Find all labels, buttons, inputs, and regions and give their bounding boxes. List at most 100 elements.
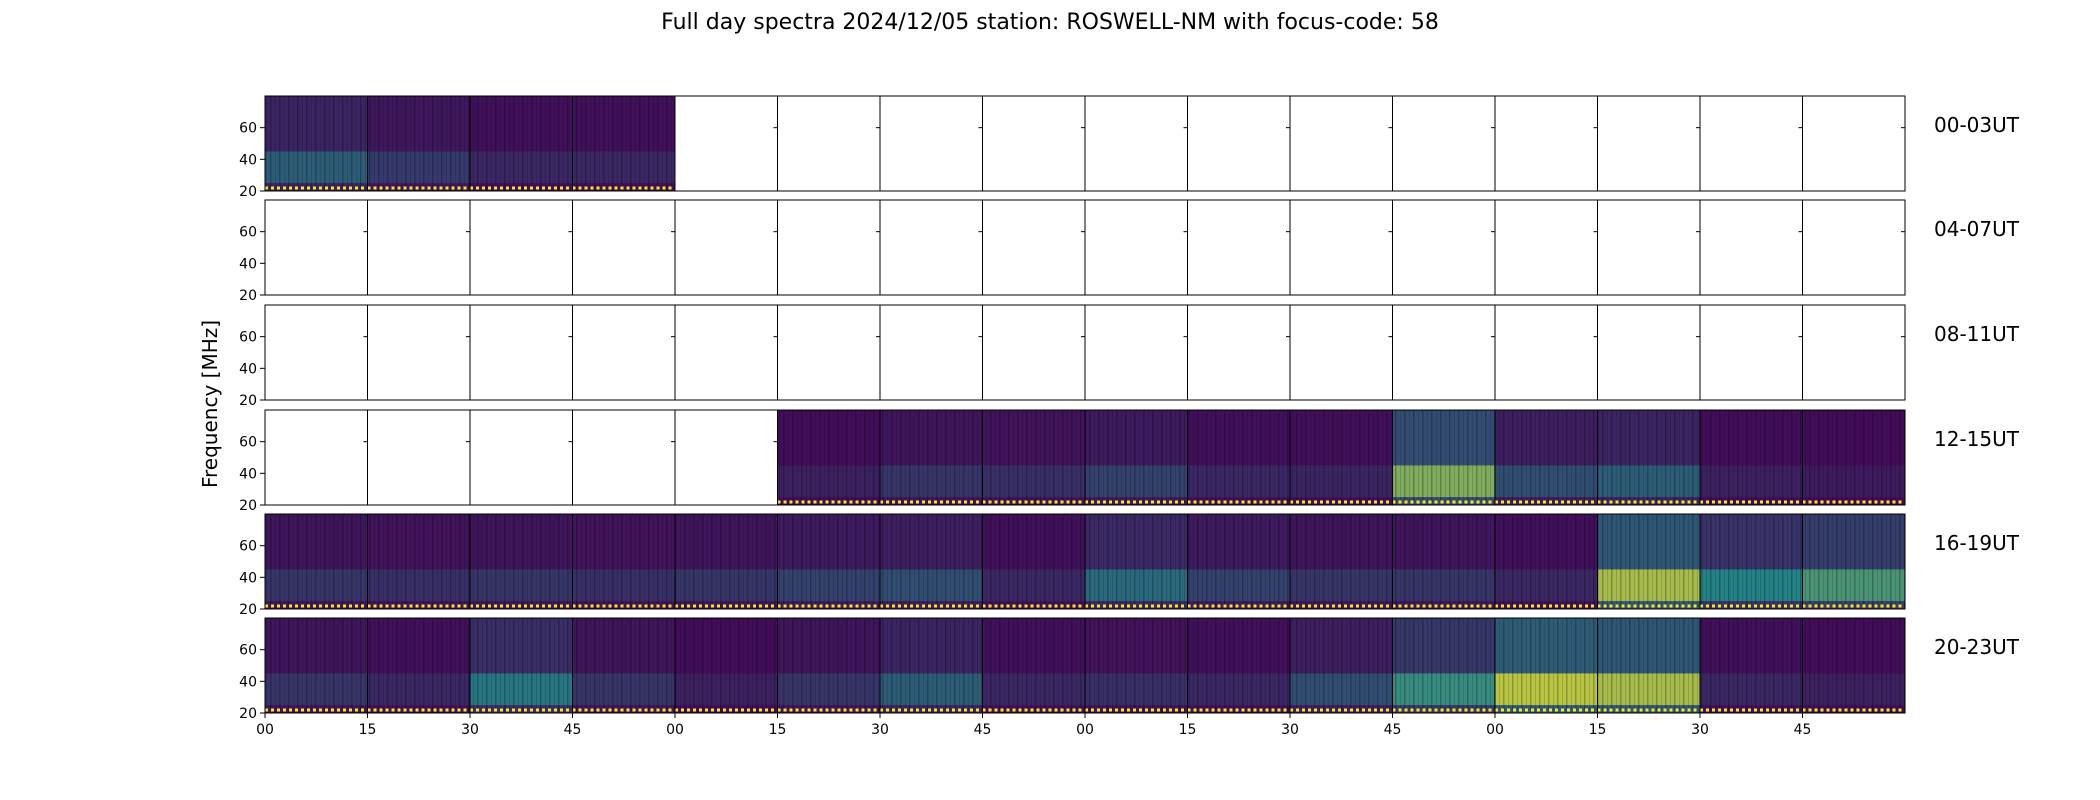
spectrum-panel-12-15UT-13 (1597, 409, 1701, 506)
spectrum-panel-12-15UT-2 (469, 409, 573, 506)
spectrum-panel-00-03UT-9 (1187, 95, 1291, 192)
spectrum-panel-04-07UT-4 (674, 199, 778, 296)
spectrum-panel-08-11UT-6 (879, 304, 983, 401)
xtick-label: 15 (1589, 722, 1607, 738)
xtick-label: 45 (974, 722, 992, 738)
row-label: 16-19UT (1934, 531, 2019, 555)
spectrum-panel-08-11UT-0 (264, 304, 368, 401)
spectrum-panel-08-11UT-1 (367, 304, 471, 401)
spectrum-panel-20-23UT-4 (674, 617, 778, 714)
ytick-label: 60 (239, 225, 257, 241)
xtick-label: 00 (1486, 722, 1504, 738)
xtick-label: 15 (1179, 722, 1197, 738)
spectrum-panel-00-03UT-14 (1699, 95, 1803, 192)
spectrum-panel-16-19UT-3 (572, 513, 676, 610)
spectrum-panel-12-15UT-1 (367, 409, 471, 506)
xtick-label: 15 (769, 722, 787, 738)
spectrum-panel-00-03UT-3 (572, 95, 676, 192)
spectrum-panel-12-15UT-5 (777, 409, 881, 506)
xtick-label: 15 (359, 722, 377, 738)
spectrum-panel-20-23UT-12 (1494, 617, 1598, 714)
spectrum-panel-16-19UT-4 (674, 513, 778, 610)
spectrum-panel-16-19UT-0 (264, 513, 368, 610)
spectrum-panel-04-07UT-6 (879, 199, 983, 296)
spectrum-panel-12-15UT-4 (674, 409, 778, 506)
spectrum-panel-12-15UT-10 (1289, 409, 1393, 506)
row-label: 00-03UT (1934, 113, 2019, 137)
spectrum-panel-04-07UT-14 (1699, 199, 1803, 296)
ytick-label: 60 (239, 121, 257, 137)
row-label: 04-07UT (1934, 217, 2019, 241)
spectrum-panel-20-23UT-8 (1084, 617, 1188, 714)
ytick-label: 20 (239, 706, 257, 722)
spectrum-panel-20-23UT-1 (367, 617, 471, 714)
spectrum-panel-08-11UT-8 (1084, 304, 1188, 401)
xtick-label: 30 (1281, 722, 1299, 738)
spectrum-panel-04-07UT-8 (1084, 199, 1188, 296)
spectrum-panel-16-19UT-13 (1597, 513, 1701, 610)
ytick-label: 60 (239, 643, 257, 659)
spectrum-panel-20-23UT-13 (1597, 617, 1701, 714)
spectrum-panel-16-19UT-14 (1699, 513, 1803, 610)
spectrum-panel-04-07UT-11 (1392, 199, 1496, 296)
spectrum-panel-12-15UT-14 (1699, 409, 1803, 506)
spectrum-panel-04-07UT-5 (777, 199, 881, 296)
spectrum-panel-08-11UT-5 (777, 304, 881, 401)
spectrum-panel-16-19UT-10 (1289, 513, 1393, 610)
spectrum-panel-04-07UT-1 (367, 199, 471, 296)
row-label: 08-11UT (1934, 322, 2019, 346)
xtick-label: 45 (1384, 722, 1402, 738)
spectrum-panel-00-03UT-5 (777, 95, 881, 192)
spectrum-panel-04-07UT-15 (1802, 199, 1906, 296)
spectrum-panel-16-19UT-9 (1187, 513, 1291, 610)
spectrum-panel-12-15UT-0 (264, 409, 368, 506)
spectrum-panel-00-03UT-8 (1084, 95, 1188, 192)
ytick-label: 20 (239, 288, 257, 304)
page-title: Full day spectra 2024/12/05 station: ROS… (661, 10, 1439, 35)
ytick-label: 40 (239, 256, 257, 272)
spectrum-panel-04-07UT-7 (982, 199, 1086, 296)
spectrum-panel-12-15UT-12 (1494, 409, 1598, 506)
spectrum-panel-04-07UT-3 (572, 199, 676, 296)
spectrum-panel-20-23UT-6 (879, 617, 983, 714)
spectrum-panel-20-23UT-14 (1699, 617, 1803, 714)
spectrum-panel-12-15UT-11 (1392, 409, 1496, 506)
spectrum-panel-20-23UT-7 (982, 617, 1086, 714)
spectrum-panel-12-15UT-8 (1084, 409, 1188, 506)
xtick-label: 00 (1076, 722, 1094, 738)
spectrum-panel-08-11UT-9 (1187, 304, 1291, 401)
spectrum-panel-00-03UT-15 (1802, 95, 1906, 192)
spectrum-panel-04-07UT-12 (1494, 199, 1598, 296)
spectrum-panel-20-23UT-3 (572, 617, 676, 714)
spectrum-panel-08-11UT-14 (1699, 304, 1803, 401)
spectrum-panel-08-11UT-7 (982, 304, 1086, 401)
spectrum-panel-08-11UT-12 (1494, 304, 1598, 401)
spectrum-panel-08-11UT-15 (1802, 304, 1906, 401)
xtick-label: 45 (1794, 722, 1812, 738)
spectrum-panel-12-15UT-9 (1187, 409, 1291, 506)
ytick-label: 20 (239, 184, 257, 200)
xtick-label: 30 (1691, 722, 1709, 738)
ytick-label: 60 (239, 330, 257, 346)
ytick-label: 40 (239, 152, 257, 168)
spectrum-panel-20-23UT-15 (1802, 617, 1906, 714)
spectrum-panel-08-11UT-13 (1597, 304, 1701, 401)
spectrum-panel-20-23UT-2 (469, 617, 573, 714)
spectrum-panel-16-19UT-12 (1494, 513, 1598, 610)
ytick-label: 20 (239, 602, 257, 618)
spectrum-panel-16-19UT-11 (1392, 513, 1496, 610)
ytick-label: 40 (239, 466, 257, 482)
spectrum-panel-20-23UT-10 (1289, 617, 1393, 714)
spectrum-panel-04-07UT-9 (1187, 199, 1291, 296)
spectrum-panel-16-19UT-6 (879, 513, 983, 610)
spectrum-panel-04-07UT-13 (1597, 199, 1701, 296)
spectrum-panel-16-19UT-5 (777, 513, 881, 610)
xtick-label: 45 (564, 722, 582, 738)
spectrum-panel-00-03UT-10 (1289, 95, 1393, 192)
ytick-label: 40 (239, 674, 257, 690)
spectrum-panel-20-23UT-9 (1187, 617, 1291, 714)
ytick-label: 20 (239, 498, 257, 514)
spectrum-panel-20-23UT-11 (1392, 617, 1496, 714)
spectrum-panel-00-03UT-6 (879, 95, 983, 192)
